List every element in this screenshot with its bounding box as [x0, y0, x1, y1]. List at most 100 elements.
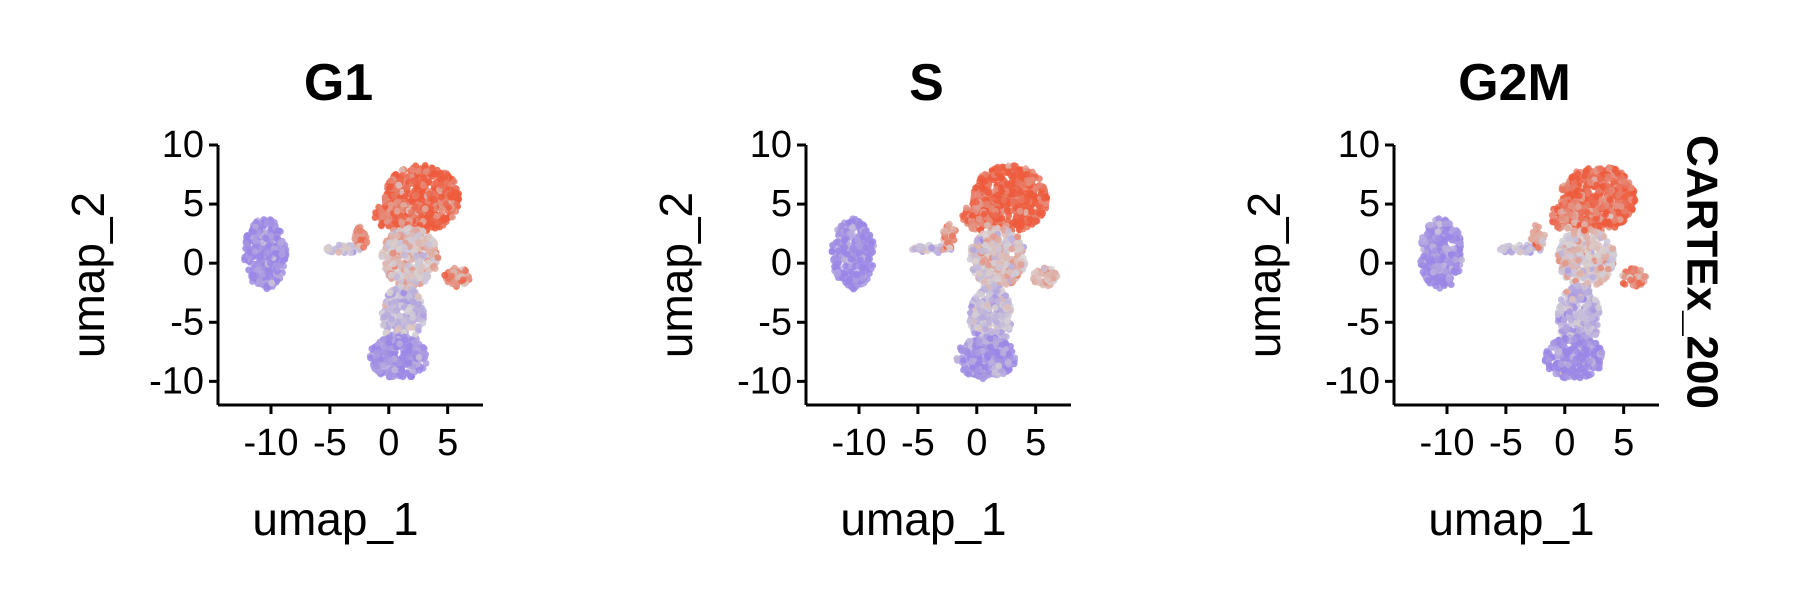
point	[265, 242, 273, 250]
point	[991, 368, 999, 376]
point	[245, 266, 252, 274]
point	[972, 198, 980, 206]
point	[962, 204, 970, 212]
y-axis-label: umap_2	[650, 192, 702, 358]
point	[381, 193, 389, 201]
point	[449, 213, 456, 221]
point	[412, 344, 419, 352]
point	[1450, 245, 1458, 253]
point	[279, 257, 287, 265]
point	[280, 262, 287, 270]
point	[988, 241, 995, 248]
point	[857, 256, 864, 264]
point	[1593, 281, 1600, 288]
point	[855, 249, 863, 257]
point	[1434, 235, 1442, 243]
point	[1447, 233, 1454, 241]
point	[1535, 223, 1542, 231]
point	[419, 344, 427, 351]
point	[981, 325, 989, 333]
point	[1426, 221, 1434, 229]
point	[421, 205, 429, 213]
point	[986, 343, 994, 351]
point	[393, 273, 400, 281]
point	[986, 335, 994, 342]
point	[415, 232, 422, 239]
point	[255, 229, 262, 236]
point	[1044, 271, 1052, 279]
point	[277, 239, 284, 246]
point	[422, 360, 430, 367]
point	[242, 240, 250, 247]
point	[993, 319, 1001, 327]
x-tick-label: 0	[966, 422, 987, 464]
point	[263, 249, 271, 257]
point	[969, 246, 977, 254]
point	[397, 282, 405, 290]
point	[251, 248, 259, 255]
point	[1554, 223, 1562, 231]
point	[452, 207, 460, 215]
point	[869, 247, 876, 255]
point	[980, 210, 988, 218]
point	[973, 367, 981, 375]
y-tick-label: 0	[183, 242, 204, 284]
point	[1036, 181, 1043, 189]
point	[388, 315, 396, 323]
point	[966, 337, 974, 345]
point	[252, 237, 260, 245]
point	[380, 336, 388, 343]
point	[419, 252, 427, 259]
point	[1458, 256, 1466, 264]
point	[462, 267, 470, 275]
point	[254, 266, 262, 274]
point	[372, 360, 379, 367]
point	[400, 289, 408, 297]
point	[1003, 180, 1011, 188]
point	[1621, 178, 1629, 186]
point	[1017, 189, 1025, 196]
point	[243, 232, 251, 239]
point	[414, 360, 422, 368]
point	[1454, 229, 1462, 237]
point	[830, 255, 838, 263]
point	[241, 256, 248, 264]
point	[1442, 245, 1449, 252]
point	[459, 276, 467, 284]
point	[1597, 165, 1605, 173]
point	[380, 363, 388, 371]
point	[847, 268, 854, 275]
point	[1435, 262, 1443, 270]
point	[274, 227, 282, 235]
point-cloud	[241, 162, 473, 381]
point	[1570, 218, 1578, 226]
point	[1559, 186, 1567, 194]
point	[975, 339, 982, 346]
point	[1004, 168, 1012, 176]
point	[1423, 230, 1431, 238]
point	[382, 329, 390, 337]
point	[1427, 258, 1435, 266]
point	[433, 213, 440, 221]
x-tick-label: -5	[901, 422, 935, 464]
point	[1010, 173, 1017, 180]
point	[1016, 207, 1024, 215]
point	[1527, 235, 1535, 243]
point	[450, 178, 458, 186]
point	[413, 306, 421, 314]
point	[1611, 217, 1619, 225]
point	[995, 245, 1003, 253]
point	[959, 346, 967, 354]
x-tick-label: 5	[1025, 422, 1046, 464]
point	[866, 270, 873, 277]
point	[969, 357, 976, 365]
point	[442, 200, 450, 208]
point	[990, 249, 997, 257]
y-tick-label: 10	[750, 124, 792, 166]
point	[978, 247, 985, 255]
point	[389, 249, 397, 257]
point	[425, 233, 433, 241]
point	[1421, 238, 1429, 246]
panel-title: S	[909, 54, 944, 112]
